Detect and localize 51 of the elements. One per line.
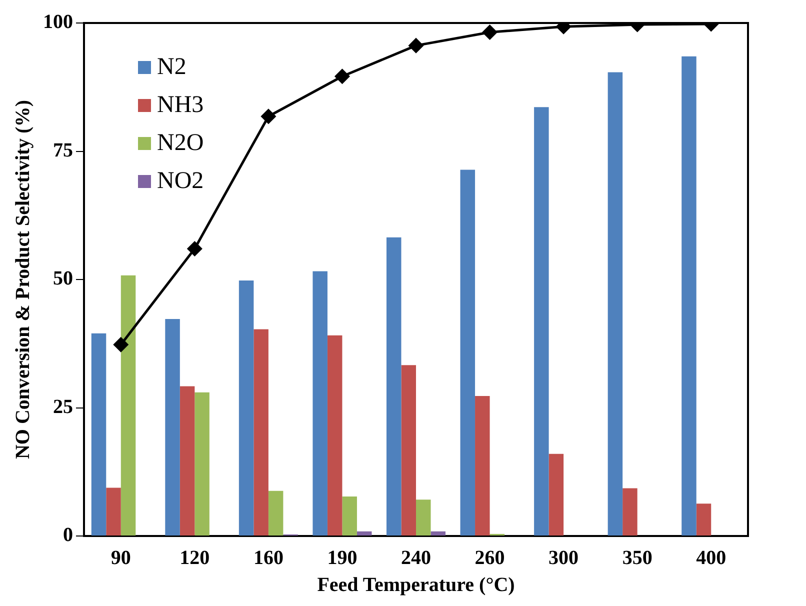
- bar: [91, 333, 106, 536]
- bar: [268, 490, 284, 536]
- bar: [608, 72, 623, 536]
- bar: [254, 329, 268, 536]
- bar: [622, 488, 638, 536]
- x-tick-label: 160: [253, 547, 284, 570]
- y-tick-label: 25: [53, 396, 73, 418]
- y-tick-label: 50: [53, 268, 73, 290]
- x-tick-label: 90: [110, 547, 131, 570]
- x-tick-label: 260: [474, 547, 505, 570]
- bar: [342, 496, 357, 536]
- bar: [682, 56, 696, 536]
- bar: [180, 386, 195, 536]
- bar: [416, 500, 431, 536]
- bar: [548, 454, 564, 536]
- y-axis-title: NO Conversion & Product Selectivity (%): [12, 100, 34, 460]
- x-tick-label: 190: [327, 547, 358, 570]
- bar: [120, 275, 136, 536]
- bar: [460, 170, 476, 536]
- bar: [165, 319, 180, 536]
- x-axis-title: Feed Temperature (°C): [317, 574, 515, 596]
- bar: [238, 280, 254, 536]
- y-tick-label: 0: [63, 524, 73, 546]
- bar: [401, 365, 416, 536]
- legend-label: N2O: [157, 130, 204, 156]
- bar: [696, 504, 712, 536]
- x-tick-label: 400: [696, 547, 726, 570]
- point: [408, 38, 424, 53]
- bar: [534, 107, 549, 536]
- point: [482, 24, 498, 40]
- y-tick-label: 100: [43, 11, 73, 34]
- bar: [327, 335, 342, 536]
- bar: [106, 488, 121, 536]
- x-tick-label: 300: [548, 547, 579, 570]
- point: [261, 109, 276, 124]
- y-tick-label: 75: [53, 139, 73, 162]
- bar: [356, 531, 372, 536]
- legend-label: N2: [157, 54, 186, 80]
- bar: [475, 396, 490, 536]
- bar: [194, 392, 210, 536]
- x-tick-label: 120: [180, 547, 210, 570]
- bar: [312, 271, 328, 536]
- x-tick-label: 240: [401, 547, 431, 570]
- bar: [386, 237, 402, 536]
- x-tick-label: 350: [622, 547, 652, 570]
- point: [114, 337, 128, 352]
- legend-label: NO2: [157, 168, 204, 194]
- bar: [430, 531, 446, 536]
- legend-label: NH3: [157, 92, 204, 118]
- point: [187, 241, 202, 256]
- point: [334, 69, 350, 84]
